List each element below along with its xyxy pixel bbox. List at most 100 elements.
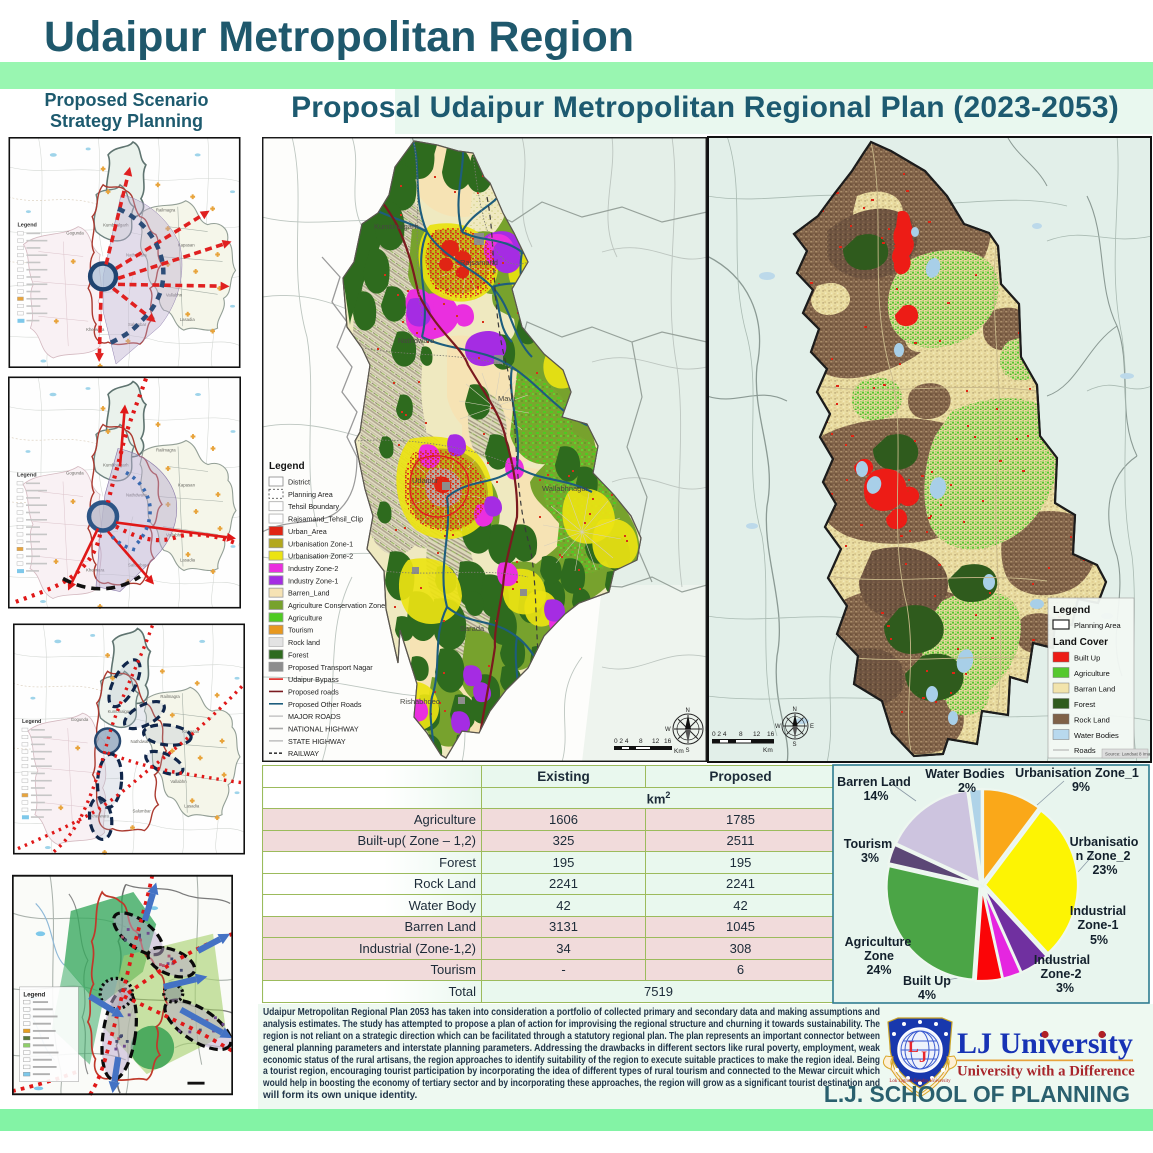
svg-text:N: N	[793, 707, 797, 713]
svg-text:Built Up: Built Up	[903, 974, 951, 988]
svg-text:3%: 3%	[1056, 981, 1074, 995]
svg-text:Vallabhn: Vallabhn	[166, 533, 183, 538]
svg-text:Km: Km	[763, 747, 773, 754]
svg-text:Agriculture: Agriculture	[1074, 669, 1110, 678]
svg-text:District: District	[288, 478, 310, 487]
svg-text:Urbanisation Zone_1: Urbanisation Zone_1	[1015, 766, 1139, 780]
svg-text:Legend: Legend	[23, 991, 45, 998]
svg-text:0 2 4: 0 2 4	[712, 731, 727, 738]
svg-text:8: 8	[639, 738, 643, 745]
svg-text:Nathdwara: Nathdwara	[126, 493, 147, 498]
svg-text:Gogunda: Gogunda	[66, 471, 84, 476]
svg-text:Planning Area: Planning Area	[288, 490, 333, 499]
svg-text:3%: 3%	[861, 851, 879, 865]
svg-text:Legend: Legend	[17, 473, 37, 479]
svg-text:Lok Jagruti Kendra University: Lok Jagruti Kendra University	[889, 1079, 951, 1084]
svg-text:Railmagra: Railmagra	[160, 694, 180, 699]
svg-text:Zone: Zone	[864, 949, 894, 963]
svg-text:Kherwara: Kherwara	[86, 327, 105, 332]
svg-text:Urban_Area: Urban_Area	[288, 527, 327, 536]
svg-text:Land Cover: Land Cover	[1053, 637, 1108, 648]
svg-text:Industrial: Industrial	[1070, 904, 1126, 918]
svg-text:Vallabhn: Vallabhn	[166, 292, 183, 297]
svg-text:16: 16	[767, 731, 775, 738]
svg-text:Mavli: Mavli	[498, 394, 516, 403]
svg-text:Built Up: Built Up	[1074, 654, 1100, 663]
svg-text:Roads: Roads	[1074, 746, 1096, 755]
svg-text:9%: 9%	[1072, 780, 1090, 794]
svg-text:14%: 14%	[863, 789, 888, 803]
svg-text:Kumbhalgarh: Kumbhalgarh	[103, 463, 129, 468]
svg-text:Nathdwara: Nathdwara	[130, 739, 151, 744]
svg-text:0 2 4: 0 2 4	[614, 738, 629, 745]
svg-text:S: S	[793, 742, 797, 748]
svg-text:Legend: Legend	[22, 719, 41, 725]
svg-text:Agriculture Conservation Zone: Agriculture Conservation Zone	[288, 601, 385, 610]
svg-text:Industry Zone-1: Industry Zone-1	[288, 576, 338, 585]
svg-text:Kherwara: Kherwara	[91, 814, 110, 819]
svg-text:24%: 24%	[866, 963, 891, 977]
svg-text:Lasadia: Lasadia	[180, 317, 196, 322]
svg-text:Zone-1: Zone-1	[1078, 918, 1119, 932]
svg-text:Barren Land: Barren Land	[837, 775, 911, 789]
svg-text:NATIONAL HIGHWAY: NATIONAL HIGHWAY	[288, 725, 359, 734]
svg-text:Proposed roads: Proposed roads	[288, 687, 339, 696]
svg-text:W: W	[665, 727, 671, 733]
svg-text:MAJOR ROADS: MAJOR ROADS	[288, 712, 341, 721]
svg-text:Gogunda: Gogunda	[66, 231, 84, 236]
svg-text:Gogunda: Gogunda	[71, 717, 89, 722]
svg-text:Proposed Other Roads: Proposed Other Roads	[288, 700, 362, 709]
svg-text:Lasadia: Lasadia	[180, 558, 196, 563]
svg-text:Planning Area: Planning Area	[1074, 621, 1122, 630]
svg-text:5%: 5%	[1090, 933, 1108, 947]
svg-text:Km: Km	[674, 748, 684, 755]
svg-text:E: E	[810, 724, 814, 730]
svg-text:N: N	[686, 708, 690, 714]
svg-text:Kapasan: Kapasan	[178, 243, 195, 248]
svg-text:S: S	[686, 748, 690, 754]
svg-text:Forest: Forest	[288, 650, 308, 659]
svg-text:Legend: Legend	[17, 223, 36, 229]
svg-text:Industrial: Industrial	[1034, 953, 1090, 967]
svg-text:Vallabhn: Vallabhn	[170, 779, 187, 784]
svg-text:Urbanisatio: Urbanisatio	[1070, 835, 1139, 849]
svg-text:Proposed Transport Nagar: Proposed Transport Nagar	[288, 663, 373, 672]
svg-text:Forest: Forest	[1074, 700, 1096, 709]
svg-text:Kumbhalgarh: Kumbhalgarh	[108, 709, 134, 714]
svg-text:Kumbhalgarh: Kumbhalgarh	[374, 222, 419, 231]
svg-text:Tourism: Tourism	[288, 626, 313, 635]
svg-text:Agriculture: Agriculture	[845, 935, 912, 949]
svg-text:Lasadia: Lasadia	[184, 804, 200, 809]
svg-text:n Zone_2: n Zone_2	[1076, 849, 1131, 863]
svg-text:12: 12	[753, 731, 761, 738]
svg-text:Urbanisation Zone-2: Urbanisation Zone-2	[288, 552, 353, 561]
svg-text:Source: Landsat 8 Imagery: Source: Landsat 8 Imagery	[1105, 752, 1152, 757]
svg-text:Udaipur: Udaipur	[412, 476, 439, 485]
svg-text:Legend: Legend	[269, 461, 305, 472]
svg-text:Railmagra: Railmagra	[156, 208, 176, 213]
svg-text:Barren_Land: Barren_Land	[288, 589, 330, 598]
svg-text:Rock land: Rock land	[288, 638, 320, 647]
svg-text:23%: 23%	[1092, 863, 1117, 877]
svg-text:Rajsamand_Tehsil_Clip: Rajsamand_Tehsil_Clip	[288, 515, 363, 524]
svg-text:Udaipur Bypass: Udaipur Bypass	[288, 675, 339, 684]
svg-text:Rock Land: Rock Land	[1074, 716, 1110, 725]
svg-text:L: L	[908, 1039, 919, 1056]
svg-text:RAILWAY: RAILWAY	[288, 749, 319, 758]
svg-text:Railmagra: Railmagra	[156, 448, 176, 453]
svg-text:12: 12	[652, 738, 660, 745]
svg-text:Kapasan: Kapasan	[178, 483, 196, 488]
svg-text:Water Bodies: Water Bodies	[925, 767, 1004, 781]
svg-text:Tehsil Boundary: Tehsil Boundary	[288, 502, 340, 511]
svg-text:University with a Difference: University with a Difference	[957, 1064, 1135, 1080]
svg-text:Industry Zone-2: Industry Zone-2	[288, 564, 338, 573]
svg-text:16: 16	[664, 738, 672, 745]
svg-text:Wallabhnagar: Wallabhnagar	[542, 484, 589, 493]
svg-text:Kherwara: Kherwara	[86, 568, 105, 573]
svg-text:Nathdwara: Nathdwara	[398, 336, 435, 345]
svg-text:Salumbar: Salumbar	[132, 809, 151, 814]
svg-text:STATE HIGHWAY: STATE HIGHWAY	[288, 737, 346, 746]
svg-text:W: W	[775, 724, 781, 730]
svg-text:Rajsamand: Rajsamand	[460, 258, 498, 267]
svg-text:Legend: Legend	[1053, 604, 1090, 616]
